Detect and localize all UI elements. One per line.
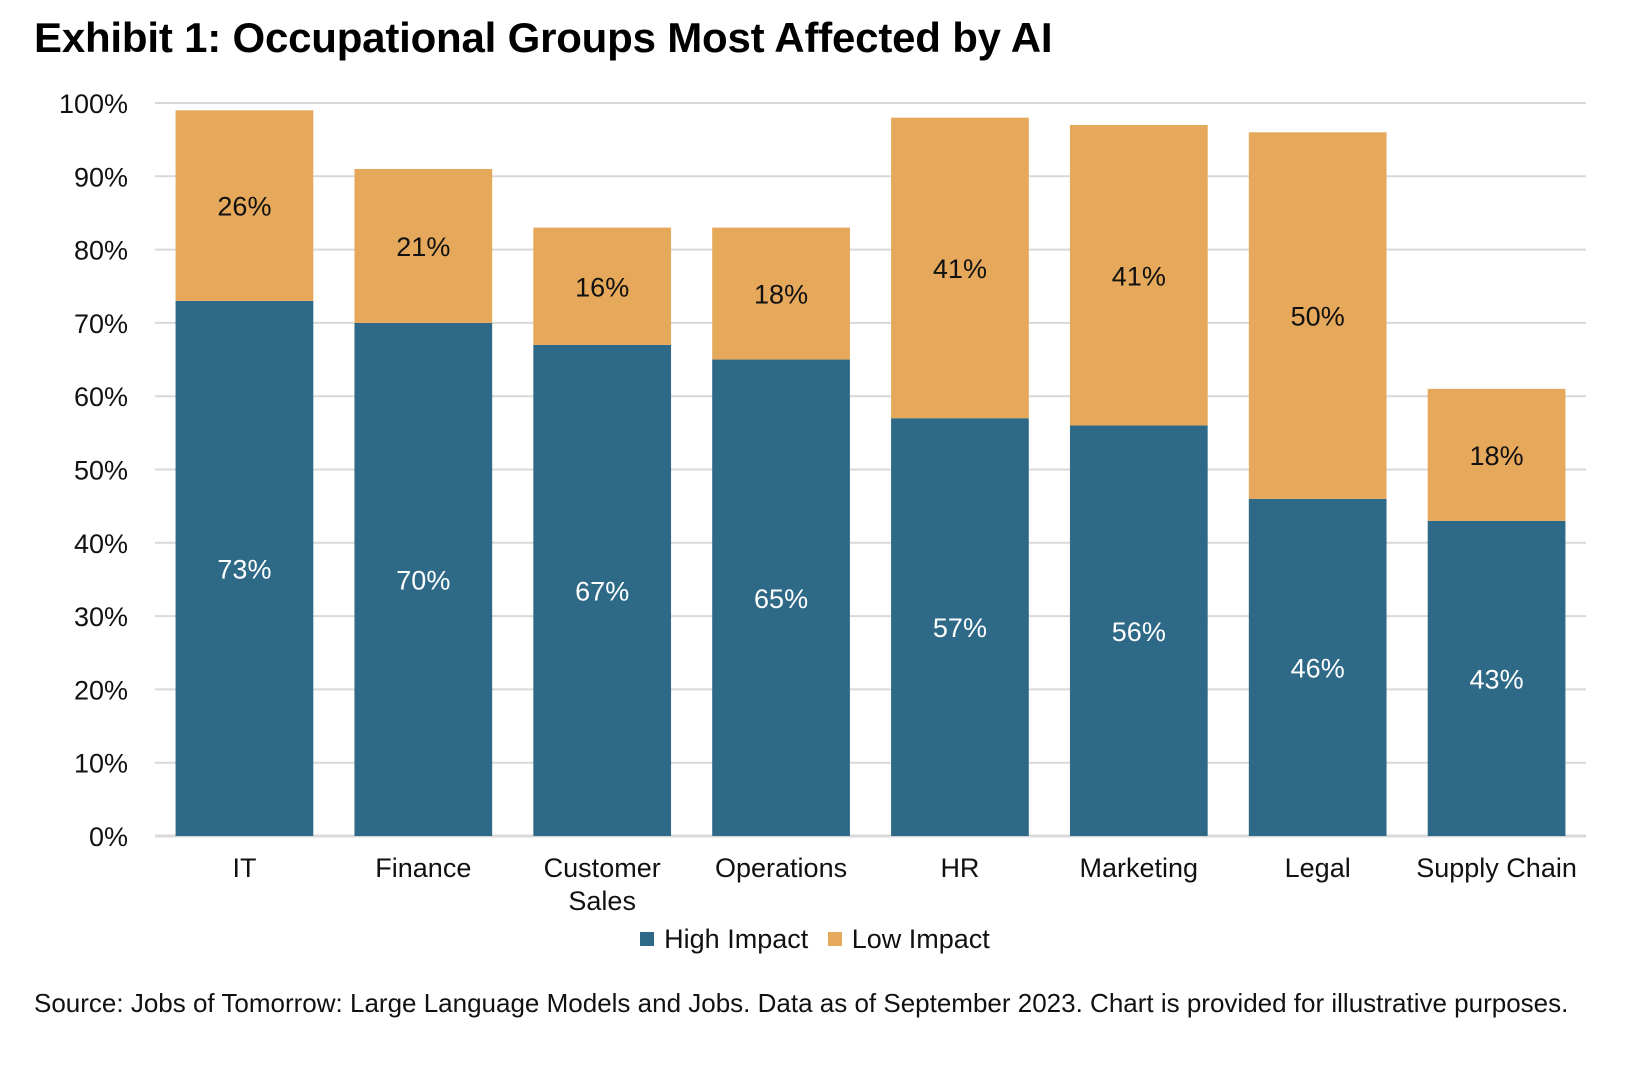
y-tick-label: 0% — [89, 822, 128, 852]
bar-low-impact — [1248, 132, 1387, 499]
data-label-high-impact: 67% — [575, 576, 629, 606]
x-tick-label: Operations — [715, 853, 847, 883]
y-tick-label: 80% — [74, 236, 128, 266]
x-tick-label: Customer — [544, 853, 661, 883]
legend-item-high-impact: High Impact — [640, 924, 808, 955]
data-label-low-impact: 50% — [1291, 302, 1345, 332]
y-axis-labels: 0% 10% 20% 30% 40% 50% 60% 70% 80% 90% 100% — [59, 89, 128, 852]
y-tick-label: 70% — [74, 309, 128, 339]
data-label-low-impact: 41% — [1112, 261, 1166, 291]
bar-high-impact — [1069, 425, 1208, 836]
data-label-high-impact: 56% — [1112, 617, 1166, 647]
bar-high-impact — [354, 322, 493, 836]
bar-low-impact — [175, 110, 314, 301]
data-label-low-impact: 21% — [396, 232, 450, 262]
legend: High Impact Low Impact — [0, 922, 1630, 955]
data-label-low-impact: 18% — [754, 280, 808, 310]
data-label-high-impact: 43% — [1470, 664, 1524, 694]
bar-high-impact — [712, 359, 850, 836]
data-label-high-impact: 73% — [217, 554, 271, 584]
y-tick-label: 100% — [59, 89, 128, 119]
y-tick-label: 30% — [74, 602, 128, 632]
data-label-low-impact: 26% — [217, 192, 271, 222]
x-tick-label: Supply Chain — [1416, 853, 1577, 883]
bar-high-impact — [533, 344, 672, 836]
data-label-low-impact: 18% — [1470, 441, 1524, 471]
data-label-high-impact: 65% — [754, 584, 808, 614]
data-label-high-impact: 70% — [396, 565, 450, 595]
bar-high-impact — [891, 418, 1029, 836]
y-tick-label: 60% — [74, 382, 128, 412]
y-tick-label: 40% — [74, 529, 128, 559]
bar-low-impact — [891, 117, 1029, 419]
x-tick-label: IT — [232, 853, 256, 883]
legend-item-low-impact: Low Impact — [827, 923, 990, 955]
bar-high-impact — [175, 300, 314, 836]
bar-high-impact — [1248, 498, 1387, 836]
y-tick-label: 20% — [74, 675, 128, 705]
x-tick-label: Legal — [1285, 853, 1351, 883]
data-label-high-impact: 57% — [933, 613, 987, 643]
data-label-high-impact: 46% — [1291, 653, 1345, 683]
data-label-low-impact: 16% — [575, 272, 629, 302]
stacked-bar-chart: 0% 10% 20% 30% 40% 50% 60% 70% 80% 90% 100% 73% 26%… — [59, 89, 1586, 916]
data-label-low-impact: 41% — [933, 254, 987, 284]
legend-swatch-low-impact — [827, 932, 842, 946]
y-tick-label: 90% — [74, 162, 128, 192]
bar-low-impact — [712, 227, 850, 360]
y-tick-label: 10% — [74, 749, 128, 779]
x-tick-label: Marketing — [1080, 853, 1199, 883]
bar-low-impact — [1069, 124, 1208, 426]
y-tick-label: 50% — [74, 456, 128, 486]
bar-low-impact — [1427, 388, 1566, 521]
x-tick-label: Finance — [375, 853, 471, 883]
bar-low-impact — [354, 168, 493, 323]
legend-label-high-impact: High Impact — [664, 923, 809, 954]
source-note: Source: Jobs of Tomorrow: Large Language… — [34, 988, 1569, 1018]
legend-swatch-high-impact — [640, 932, 655, 946]
bar-high-impact — [1427, 520, 1566, 836]
chart-title: Exhibit 1: Occupational Groups Most Affe… — [34, 14, 1053, 61]
x-tick-label: Sales — [568, 886, 636, 916]
bars: 73% 26% 70% 21% 67% 16% 65% 18% 57% 41% 56% 41% 46% 5… — [175, 110, 1566, 836]
bar-low-impact — [533, 227, 672, 345]
legend-label-low-impact: Low Impact — [851, 923, 990, 954]
x-tick-label: HR — [940, 853, 979, 883]
